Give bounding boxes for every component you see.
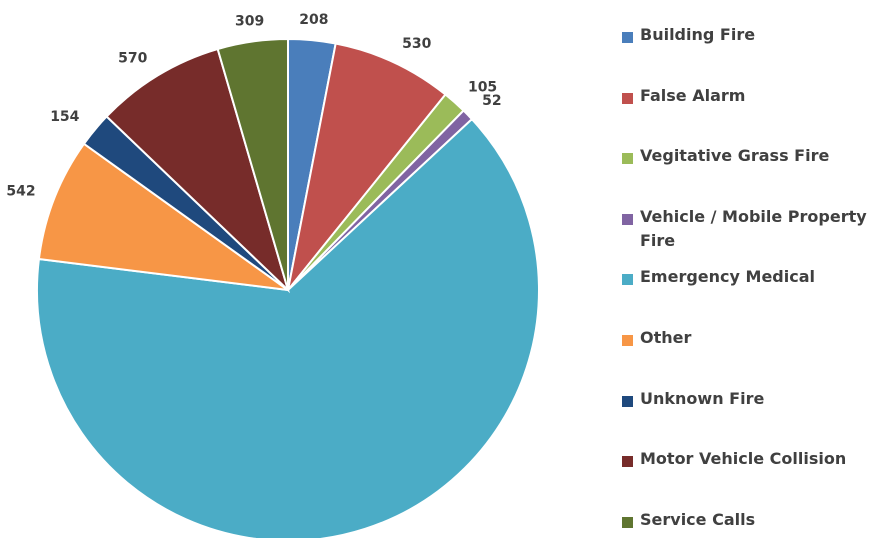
- legend-item: Service Calls: [622, 510, 880, 532]
- pie-slice: [287, 42, 447, 291]
- pie-slice: [216, 37, 289, 291]
- legend-label: Other: [640, 328, 692, 347]
- data-label: 154: [50, 109, 79, 125]
- data-label: 52: [482, 93, 501, 109]
- legend-item: Vehicle / Mobile Property Fire: [622, 207, 880, 253]
- legend-swatch: [622, 395, 633, 407]
- legend-swatch: [622, 213, 633, 225]
- legend-item: Emergency Medical: [622, 267, 880, 289]
- legend-label: False Alarm: [640, 85, 746, 105]
- legend-swatch: [622, 274, 633, 286]
- pie-slice: [105, 47, 291, 294]
- legend-label: Vegitative Grass Fire: [640, 146, 830, 166]
- data-label: 105: [468, 79, 497, 95]
- data-label: 542: [6, 183, 35, 199]
- legend-swatch: [622, 335, 633, 346]
- data-label: 208: [299, 12, 328, 28]
- legend-swatch: [622, 92, 633, 104]
- legend-swatch: [622, 32, 633, 43]
- legend-item: Building Fire: [622, 25, 880, 47]
- legend-label: Emergency Medical: [640, 267, 815, 287]
- legend-label: Unknown Fire: [640, 388, 765, 408]
- legend-item: Other: [622, 328, 880, 350]
- legend-swatch: [622, 456, 633, 468]
- data-label: 309: [235, 14, 264, 30]
- legend-swatch: [622, 153, 633, 165]
- legend-label: Vehicle / Mobile Property Fire: [640, 206, 867, 250]
- legend-item: False Alarm: [622, 86, 880, 108]
- pie-slice: [37, 142, 289, 291]
- legend-item: Vegitative Grass Fire: [622, 146, 880, 168]
- pie-slice: [36, 117, 540, 538]
- legend-label: Service Calls: [640, 509, 756, 529]
- legend-label: Motor Vehicle Collision: [640, 449, 847, 469]
- legend-item: Motor Vehicle Collision: [622, 449, 880, 471]
- data-label: 570: [118, 50, 147, 66]
- legend-swatch: [622, 516, 633, 528]
- legend-label: Building Fire: [640, 25, 756, 44]
- legend-item: Unknown Fire: [622, 389, 880, 411]
- data-label: 530: [402, 36, 431, 52]
